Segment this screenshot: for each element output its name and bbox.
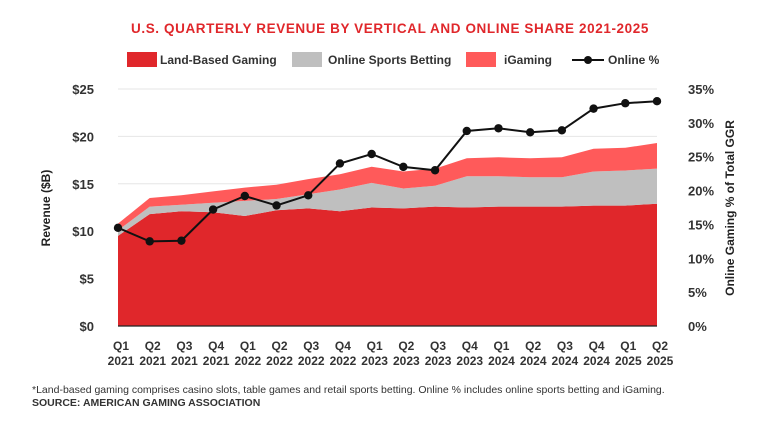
x-tick-quarter: Q2 xyxy=(398,339,414,353)
stacked-areas xyxy=(118,143,657,326)
axes: $0 $5 $10 $15 $20 $25 0% 5% 10% 15% 20% 25% 30% 35% Q1… xyxy=(39,82,737,368)
x-tick-year: 2023 xyxy=(456,354,483,368)
area-land-based-gaming xyxy=(118,203,657,326)
source-note: SOURCE: AMERICAN GAMING ASSOCIATION xyxy=(32,397,261,409)
online-share-point xyxy=(208,205,218,214)
online-share-point xyxy=(272,201,281,210)
x-tick-quarter: Q3 xyxy=(303,339,319,353)
x-tick-year: 2024 xyxy=(552,354,579,368)
online-share-point xyxy=(494,124,503,133)
y2-tick-label: 15% xyxy=(688,217,714,232)
legend-label: Online % xyxy=(608,53,660,67)
online-share-point xyxy=(177,236,186,245)
y2-tick-label: 10% xyxy=(688,251,714,266)
x-tick-year: 2021 xyxy=(108,354,135,368)
x-tick-year: 2021 xyxy=(139,354,166,368)
legend-swatch xyxy=(127,52,157,67)
legend-swatch xyxy=(292,52,322,67)
online-share-point xyxy=(399,162,408,172)
x-tick-year: 2023 xyxy=(361,354,388,368)
x-tick-year: 2022 xyxy=(234,354,261,368)
online-share-point xyxy=(525,128,535,137)
y2-tick-label: 0% xyxy=(688,319,707,334)
x-tick-quarter: Q2 xyxy=(272,339,288,353)
x-tick-year: 2021 xyxy=(203,354,230,368)
online-share-point xyxy=(462,126,471,136)
x-tick-quarter: Q4 xyxy=(589,339,605,353)
legend: Land-Based Gaming Online Sports Betting iG… xyxy=(127,52,660,67)
x-tick-quarter: Q1 xyxy=(620,339,636,353)
x-tick-quarter: Q3 xyxy=(557,339,573,353)
online-share-line xyxy=(113,96,662,246)
x-tick-quarter: Q2 xyxy=(652,339,668,353)
x-tick-year: 2023 xyxy=(393,354,420,368)
x-tick-year: 2025 xyxy=(615,354,642,368)
legend-marker-swatch xyxy=(584,56,592,64)
y2-tick-label: 5% xyxy=(688,285,707,300)
chart-title: U.S. QUARTERLY REVENUE BY VERTICAL AND O… xyxy=(131,21,649,36)
x-tick-year: 2023 xyxy=(425,354,452,368)
area-online-sports-betting xyxy=(118,168,657,236)
legend-label: Land-Based Gaming xyxy=(160,53,277,67)
legend-label: Online Sports Betting xyxy=(328,53,451,67)
x-tick-year: 2024 xyxy=(583,354,610,368)
online-share-path xyxy=(117,100,658,243)
x-tick-year: 2024 xyxy=(520,354,547,368)
x-tick-quarter: Q2 xyxy=(145,339,161,353)
x-tick-year: 2025 xyxy=(647,354,674,368)
y-tick-label: $5 xyxy=(80,272,94,287)
legend-label: iGaming xyxy=(504,53,552,67)
y-tick-label: $10 xyxy=(72,224,94,239)
online-share-point xyxy=(621,99,630,108)
x-tick-quarter: Q1 xyxy=(493,339,509,353)
x-tick-year: 2021 xyxy=(171,354,198,368)
online-share-point xyxy=(430,166,440,175)
y2-tick-label: 35% xyxy=(688,82,714,97)
chart: U.S. QUARTERLY REVENUE BY VERTICAL AND O… xyxy=(39,21,737,368)
x-tick-quarter: Q1 xyxy=(113,339,129,353)
x-tick-quarter: Q3 xyxy=(430,339,446,353)
area-igaming xyxy=(118,143,657,231)
y2-tick-label: 25% xyxy=(688,150,714,165)
legend-swatch xyxy=(466,52,496,67)
x-tick-year: 2022 xyxy=(330,354,357,368)
x-tick-quarter: Q3 xyxy=(176,339,192,353)
x-tick-quarter: Q4 xyxy=(335,339,351,353)
online-share-point xyxy=(240,191,250,201)
x-tick-year: 2022 xyxy=(298,354,325,368)
y-axis-title: Revenue ($B) xyxy=(39,170,53,247)
online-share-point xyxy=(557,126,567,135)
x-tick-year: 2024 xyxy=(488,354,515,368)
y2-tick-label: 30% xyxy=(688,116,714,131)
y-tick-label: $25 xyxy=(72,82,94,97)
footnote: *Land-based gaming comprises casino slot… xyxy=(32,384,665,396)
y-tick-label: $20 xyxy=(72,129,94,144)
x-tick-quarter: Q1 xyxy=(367,339,383,353)
online-share-point xyxy=(145,237,154,246)
online-share-point xyxy=(113,223,123,233)
y-tick-label: $0 xyxy=(80,319,94,334)
online-share-point xyxy=(335,159,345,168)
x-tick-quarter: Q4 xyxy=(462,339,478,353)
online-share-point xyxy=(589,104,598,113)
online-share-point xyxy=(304,191,313,200)
y2-tick-label: 20% xyxy=(688,184,714,199)
x-tick-year: 2022 xyxy=(266,354,293,368)
y2-axis-title: Online Gaming % of Total GGR xyxy=(723,120,737,296)
y-tick-label: $15 xyxy=(72,177,94,192)
online-share-point xyxy=(652,96,662,106)
online-share-point xyxy=(367,149,376,159)
x-tick-quarter: Q4 xyxy=(208,339,224,353)
x-tick-quarter: Q1 xyxy=(240,339,256,353)
x-tick-quarter: Q2 xyxy=(525,339,541,353)
